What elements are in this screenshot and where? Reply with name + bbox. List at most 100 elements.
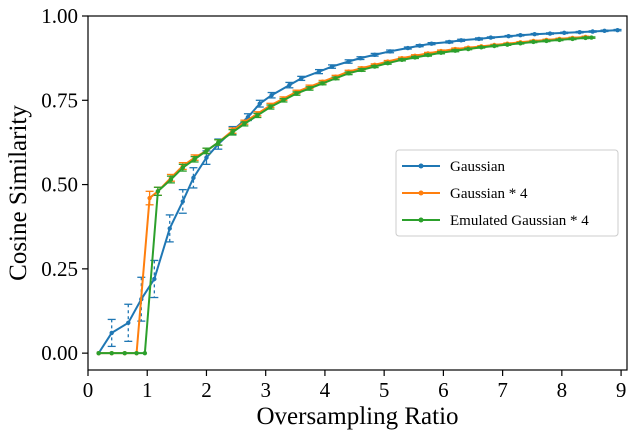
x-axis-label: Oversampling Ratio (256, 403, 458, 430)
y-axis-label: Cosine Similarity (5, 105, 32, 281)
y-tick-label: 0.75 (41, 88, 78, 112)
data-point (518, 33, 523, 38)
data-point (230, 130, 235, 135)
data-point (152, 276, 157, 282)
data-point (147, 195, 152, 201)
x-tick-label: 5 (379, 378, 390, 402)
data-point (257, 101, 262, 106)
plot-frame (87, 15, 628, 371)
data-point (429, 41, 434, 46)
legend-entry: Gaussian * 4 (402, 186, 528, 202)
data-point (287, 82, 292, 88)
x-tick-label: 7 (497, 378, 508, 402)
data-point (466, 46, 471, 52)
data-point (126, 320, 131, 325)
y-tick-label: 0.00 (41, 341, 78, 365)
data-point (589, 35, 594, 40)
data-point (180, 165, 185, 170)
data-point (583, 35, 588, 41)
legend: Gaussian Gaussian * 4 Emulated Gaussian * … (395, 149, 619, 237)
x-tick-label: 6 (438, 378, 449, 402)
data-point (204, 148, 209, 154)
data-point (333, 76, 338, 81)
data-point (269, 93, 274, 98)
data-point (180, 199, 185, 204)
y-axis-ticks: 0.00 0.25 0.50 0.75 1.00 (41, 4, 88, 365)
data-point (358, 55, 363, 61)
data-point (488, 35, 493, 40)
y-tick-label: 1.00 (41, 4, 78, 28)
data-point (372, 64, 377, 69)
data-point (359, 67, 364, 73)
data-point (329, 64, 335, 69)
data-point (122, 350, 127, 356)
data-point (570, 36, 575, 42)
series-2 (96, 35, 596, 356)
data-point (142, 350, 148, 356)
data-point (216, 140, 221, 145)
x-axis-ticks: 0 1 2 3 4 5 6 7 8 9 (83, 370, 627, 402)
x-tick-label: 2 (201, 378, 212, 402)
x-tick-label: 9 (616, 378, 627, 402)
data-point (385, 61, 390, 66)
data-point (479, 45, 484, 50)
data-point (281, 98, 286, 103)
legend-entry: Emulated Gaussian * 4 (402, 213, 589, 229)
data-point (505, 42, 510, 47)
series-line (98, 36, 592, 355)
data-point (299, 76, 304, 81)
x-tick-label: 8 (557, 378, 568, 402)
legend-label: Gaussian (450, 159, 505, 175)
data-point (346, 71, 351, 76)
data-point (417, 43, 422, 48)
data-point (109, 350, 114, 356)
x-tick-label: 0 (83, 378, 94, 402)
x-tick-label: 1 (142, 378, 153, 402)
data-point (167, 226, 172, 231)
data-point (346, 59, 351, 64)
data-point (506, 34, 511, 39)
data-point (412, 55, 418, 60)
data-point (96, 350, 101, 356)
legend-swatch-marker (418, 190, 424, 196)
legend-swatch-marker (418, 217, 424, 223)
data-point (518, 41, 523, 46)
series-layer (96, 27, 622, 356)
data-point (438, 50, 444, 55)
data-point (192, 157, 197, 162)
series-0 (96, 27, 622, 356)
legend-box (395, 149, 619, 237)
data-point (476, 36, 482, 42)
legend-label: Emulated Gaussian * 4 (450, 213, 589, 229)
data-point (294, 91, 299, 96)
data-point (191, 175, 196, 181)
data-point (544, 38, 549, 44)
x-tick-label: 3 (260, 378, 271, 402)
data-point (425, 52, 431, 58)
x-tick-label: 4 (320, 378, 331, 402)
data-point (255, 113, 260, 118)
data-point (492, 43, 497, 49)
y-tick-label: 0.25 (41, 257, 78, 281)
data-point (458, 38, 464, 43)
data-point (453, 48, 458, 53)
data-point (447, 39, 452, 45)
data-point (109, 330, 114, 336)
data-point (320, 81, 325, 86)
data-point (590, 29, 595, 34)
data-point (134, 350, 139, 356)
data-point (602, 28, 607, 34)
data-point (242, 121, 247, 127)
data-point (615, 27, 620, 33)
data-point (307, 86, 312, 91)
data-point (399, 57, 405, 63)
legend-swatch-marker (418, 163, 424, 169)
data-point (532, 32, 537, 37)
data-point (204, 155, 209, 160)
data-point (557, 37, 562, 43)
data-point (531, 39, 536, 45)
data-point (405, 45, 411, 51)
data-point (577, 29, 582, 35)
data-point (155, 189, 161, 194)
